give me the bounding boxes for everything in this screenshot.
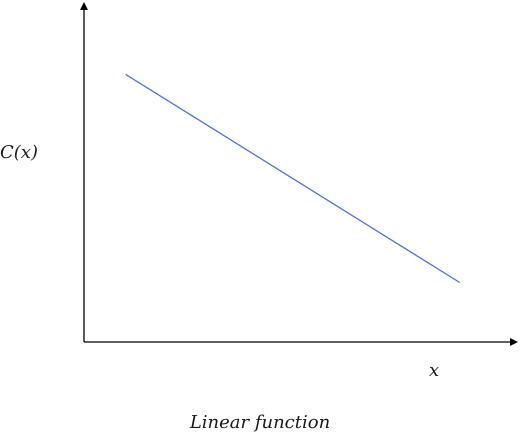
series-layer — [125, 73, 461, 284]
y-axis-label: C(x) — [0, 142, 38, 163]
x-axis-label: x — [429, 360, 440, 381]
chart-caption: Linear function — [189, 412, 331, 433]
series-line-0 — [125, 73, 461, 284]
